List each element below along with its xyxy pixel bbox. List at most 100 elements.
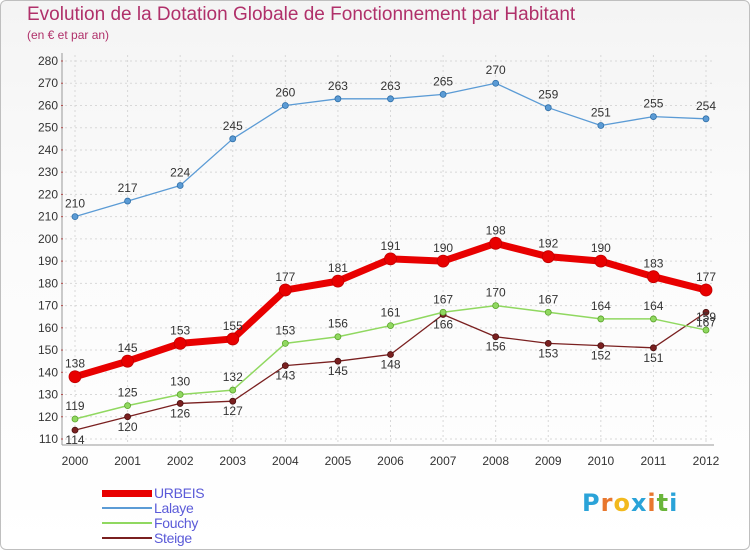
- data-point-lalaye: [71, 213, 79, 221]
- data-point-urbeis: [594, 254, 608, 268]
- data-point-urbeis: [699, 283, 713, 297]
- data-point-urbeis: [278, 283, 292, 297]
- data-point-steige: [334, 357, 342, 365]
- data-label-lalaye: 210: [65, 197, 85, 211]
- axes: 110 120 130 140 150 160 170 180 190 200 210 220 230 2…: [38, 53, 720, 468]
- data-label-lalaye: 260: [275, 85, 295, 99]
- data-label-urbeis: 153: [170, 323, 190, 337]
- data-point-steige: [281, 362, 289, 370]
- x-tick-label: 2006: [377, 454, 404, 468]
- data-point-steige: [124, 413, 131, 421]
- x-tick-label: 2007: [430, 454, 457, 468]
- data-point-fouchy: [439, 308, 447, 316]
- data-label-steige: 152: [591, 349, 611, 363]
- data-label-lalaye: 263: [380, 79, 400, 93]
- x-tick-label: 2009: [535, 454, 562, 468]
- legend-swatch: [102, 522, 152, 524]
- data-point-urbeis: [68, 370, 82, 384]
- data-label-steige: 167: [696, 315, 716, 329]
- legend-swatch: [102, 507, 152, 509]
- legend-label: Steige: [154, 530, 192, 546]
- data-label-lalaye: 251: [591, 105, 611, 119]
- data-point-fouchy: [492, 302, 500, 309]
- data-label-urbeis: 181: [328, 261, 348, 275]
- data-label-fouchy: 164: [643, 299, 663, 313]
- data-label-steige: 145: [328, 364, 348, 378]
- data-point-urbeis: [121, 354, 134, 368]
- data-label-fouchy: 132: [223, 370, 243, 384]
- x-tick-label: 2005: [325, 454, 352, 468]
- x-tick-label: 2003: [219, 454, 246, 468]
- data-point-urbeis: [331, 274, 345, 288]
- data-label-lalaye: 259: [538, 88, 558, 102]
- data-label-fouchy: 161: [380, 306, 400, 320]
- data-label-steige: 151: [643, 351, 663, 365]
- grid: [65, 55, 714, 443]
- logo-letter: P: [582, 489, 601, 517]
- data-point-steige: [492, 333, 500, 341]
- data-point-steige: [229, 397, 237, 405]
- data-label-steige: 156: [486, 340, 506, 354]
- y-tick-label: 260: [38, 98, 58, 112]
- data-point-steige: [702, 308, 710, 316]
- x-tick-label: 2001: [114, 454, 141, 468]
- data-point-lalaye: [650, 113, 657, 120]
- y-tick-label: 230: [38, 165, 58, 179]
- data-label-lalaye: 217: [118, 181, 138, 195]
- data-label-steige: 127: [223, 404, 243, 418]
- data-point-steige: [650, 344, 657, 352]
- y-tick-label: 110: [39, 432, 58, 446]
- data-point-urbeis: [173, 336, 187, 350]
- y-tick-label: 270: [38, 76, 58, 90]
- data-label-urbeis: 198: [486, 223, 506, 237]
- data-point-fouchy: [176, 391, 184, 398]
- data-point-steige: [387, 351, 394, 358]
- data-label-lalaye: 254: [696, 99, 716, 113]
- data-point-fouchy: [124, 402, 131, 410]
- data-point-fouchy: [650, 315, 657, 323]
- data-point-fouchy: [597, 315, 605, 323]
- data-label-urbeis: 145: [118, 341, 138, 355]
- data-label-steige: 120: [118, 420, 138, 434]
- data-point-fouchy: [334, 333, 342, 341]
- data-point-lalaye: [597, 122, 605, 129]
- y-tick-label: 180: [38, 276, 58, 290]
- series: [68, 79, 713, 434]
- data-point-fouchy: [387, 322, 394, 330]
- data-label-steige: 114: [65, 433, 84, 447]
- data-label-urbeis: 155: [223, 319, 243, 333]
- legend-item-fouchy: Fouchy: [102, 516, 302, 531]
- data-point-lalaye: [281, 102, 289, 109]
- data-point-fouchy: [281, 339, 289, 347]
- legend-label: Fouchy: [154, 515, 199, 531]
- legend-swatch: [102, 489, 152, 497]
- data-point-urbeis: [226, 332, 240, 346]
- data-label-lalaye: 270: [486, 63, 506, 77]
- data-label-steige: 166: [433, 317, 453, 331]
- data-point-steige: [544, 339, 552, 347]
- data-label-lalaye: 255: [643, 97, 663, 111]
- logo-letter: x: [630, 489, 648, 517]
- data-label-steige: 148: [380, 358, 400, 372]
- x-tick-label: 2010: [587, 454, 614, 468]
- data-label-urbeis: 177: [275, 270, 295, 284]
- data-label-fouchy: 153: [275, 323, 295, 337]
- y-tick-label: 150: [38, 343, 58, 357]
- y-tick-label: 240: [38, 143, 58, 157]
- data-label-urbeis: 191: [380, 239, 400, 253]
- data-point-urbeis: [541, 250, 555, 264]
- x-tick-label: 2011: [641, 454, 667, 468]
- y-tick-label: 160: [38, 321, 58, 335]
- x-tick-label: 2000: [62, 454, 89, 468]
- data-point-urbeis: [436, 254, 450, 268]
- y-tick-label: 170: [38, 299, 58, 313]
- y-tick-label: 220: [38, 187, 58, 201]
- x-tick-label: 2002: [167, 454, 194, 468]
- data-label-steige: 143: [275, 369, 295, 383]
- data-point-lalaye: [387, 95, 394, 103]
- data-point-lalaye: [334, 95, 342, 103]
- data-label-lalaye: 265: [433, 74, 453, 88]
- legend-label: URBEIS: [154, 485, 205, 501]
- data-point-fouchy: [702, 326, 710, 334]
